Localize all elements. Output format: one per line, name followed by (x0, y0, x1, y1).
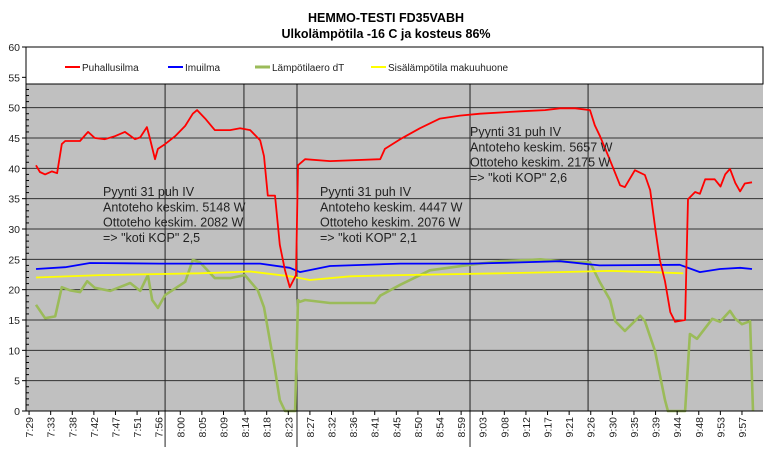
y-tick-label: 40 (8, 163, 20, 175)
annotation-text: => "koti KOP" 2,5 (103, 231, 200, 245)
x-tick-label: 9:35 (629, 417, 641, 438)
x-tick-label: 8:18 (262, 417, 274, 438)
x-tick-label: 7:33 (46, 417, 58, 438)
x-tick-label: 9:21 (564, 417, 576, 438)
annotation-text: Ottoteho keskim. 2082 W (103, 216, 244, 230)
annotation-text: Pyynti 31 puh IV (103, 185, 195, 199)
x-tick-label: 8:09 (218, 417, 230, 438)
annotation-text: Pyynti 31 puh IV (320, 185, 412, 199)
y-tick-label: 20 (8, 285, 20, 297)
y-tick-label: 15 (8, 315, 20, 327)
x-tick-label: 8:23 (283, 417, 295, 438)
plot-area (26, 84, 763, 411)
legend-label: Puhallusilma (82, 63, 139, 74)
annotation-text: Pyynti 31 puh IV (470, 125, 562, 139)
x-tick-label: 7:38 (67, 417, 79, 438)
legend-label: Lämpötilaero dT (272, 63, 344, 74)
x-tick-label: 7:42 (89, 417, 101, 438)
legend-label: Sisälämpötila makuuhuone (388, 63, 509, 74)
x-tick-label: 8:54 (435, 417, 447, 438)
y-tick-label: 5 (14, 376, 20, 388)
series-line-2 (34, 258, 755, 413)
x-tick-label: 9:44 (672, 417, 684, 438)
x-tick-label: 9:26 (586, 417, 598, 438)
x-tick-label: 8:27 (305, 417, 317, 438)
x-tick-label: 8:59 (456, 417, 468, 438)
y-tick-label: 10 (8, 345, 20, 357)
x-tick-label: 8:00 (175, 417, 187, 438)
x-tick-label: 8:45 (391, 417, 403, 438)
x-tick-label: 8:50 (413, 417, 425, 438)
y-tick-label: 30 (8, 224, 20, 236)
y-tick-label: 35 (8, 194, 20, 206)
annotation-text: => "koti KOP" 2,6 (470, 171, 567, 185)
x-tick-label: 9:30 (607, 417, 619, 438)
x-tick-label: 8:14 (240, 417, 252, 438)
x-tick-label: 7:56 (154, 417, 166, 438)
series-line-1 (35, 260, 753, 273)
annotation-text: Ottoteho keskim. 2076 W (320, 216, 461, 230)
x-tick-label: 9:12 (521, 417, 533, 438)
y-tick-label: 25 (8, 254, 20, 266)
series-line-3 (35, 270, 684, 281)
y-tick-label: 55 (8, 72, 20, 84)
y-tick-label: 50 (8, 103, 20, 115)
x-tick-label: 9:03 (478, 417, 490, 438)
annotation-text: => "koti KOP" 2,1 (320, 231, 417, 245)
x-tick-label: 8:05 (197, 417, 209, 438)
x-tick-label: 8:41 (370, 417, 382, 438)
chart-title: HEMMO-TESTI FD35VABH (308, 11, 464, 25)
x-tick-label: 8:36 (348, 417, 360, 438)
x-tick-label: 7:47 (110, 417, 122, 438)
annotation-text: Antoteho keskim. 5148 W (103, 200, 246, 214)
y-tick-label: 45 (8, 133, 20, 145)
x-tick-label: 9:08 (499, 417, 511, 438)
x-tick-label: 7:29 (24, 417, 36, 438)
y-tick-label: 0 (14, 406, 20, 418)
x-tick-label: 9:53 (715, 417, 727, 438)
legend-label: Imuilma (185, 63, 220, 74)
annotation-text: Antoteho keskim. 5657 W (470, 140, 613, 154)
annotation-text: Ottoteho keskim. 2175 W (470, 156, 611, 170)
x-tick-label: 9:39 (651, 417, 663, 438)
legend-box (25, 46, 764, 85)
chart-subtitle: Ulkolämpötila -16 C ja kosteus 86% (281, 27, 490, 41)
x-tick-label: 8:32 (327, 417, 339, 438)
annotation-text: Antoteho keskim. 4447 W (320, 200, 463, 214)
x-tick-label: 9:57 (737, 417, 749, 438)
x-tick-label: 9:17 (543, 417, 555, 438)
x-tick-label: 7:51 (132, 417, 144, 438)
x-tick-label: 9:48 (694, 417, 706, 438)
series-line-0 (35, 107, 753, 323)
y-tick-label: 60 (8, 42, 20, 54)
